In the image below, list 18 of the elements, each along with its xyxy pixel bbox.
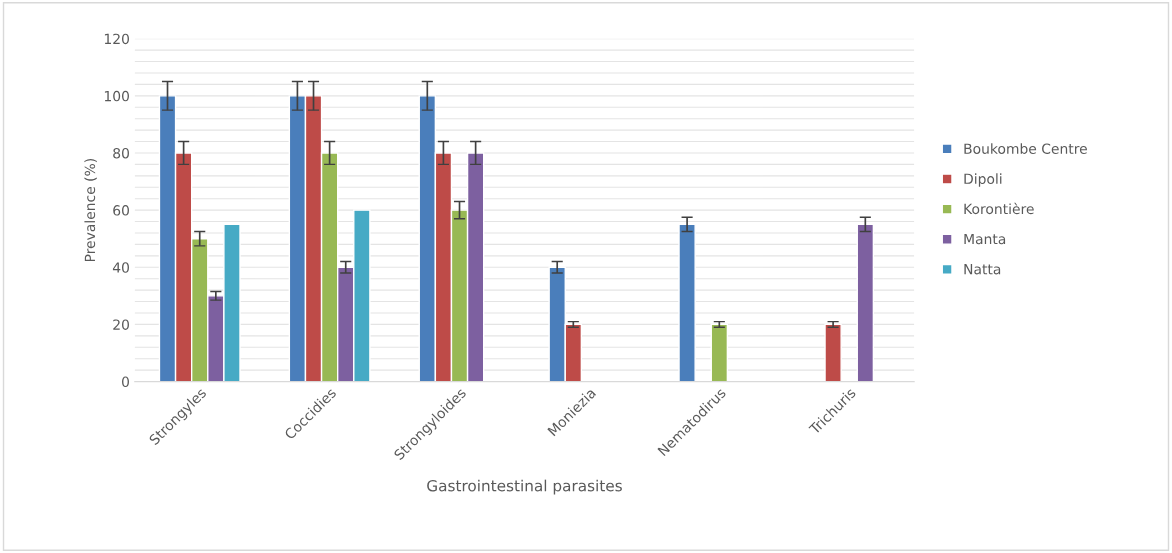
- y-tick-label: 40: [112, 262, 129, 273]
- y-axis-title: Prevalence (%): [84, 159, 97, 262]
- legend-label: Natta: [964, 264, 1001, 275]
- bar: [824, 323, 842, 382]
- y-tick-label: 120: [104, 33, 129, 45]
- y-tick-label: 100: [104, 90, 129, 102]
- y-tick-label: 0: [122, 376, 129, 388]
- legend-label: Manta: [964, 233, 1006, 245]
- y-tick-label: 80: [113, 147, 129, 159]
- y-tick-label: 60: [113, 205, 129, 216]
- bar: [710, 323, 729, 382]
- y-tick-label: 20: [113, 319, 129, 330]
- legend-label: Dipoli: [964, 173, 1002, 187]
- x-axis-title: Gastrointestinal parasites: [427, 479, 622, 495]
- legend-label: Korontière: [964, 202, 1034, 215]
- bar: [856, 223, 875, 382]
- legend-label: Boukombe Centre: [964, 143, 1087, 154]
- bar: [678, 223, 696, 382]
